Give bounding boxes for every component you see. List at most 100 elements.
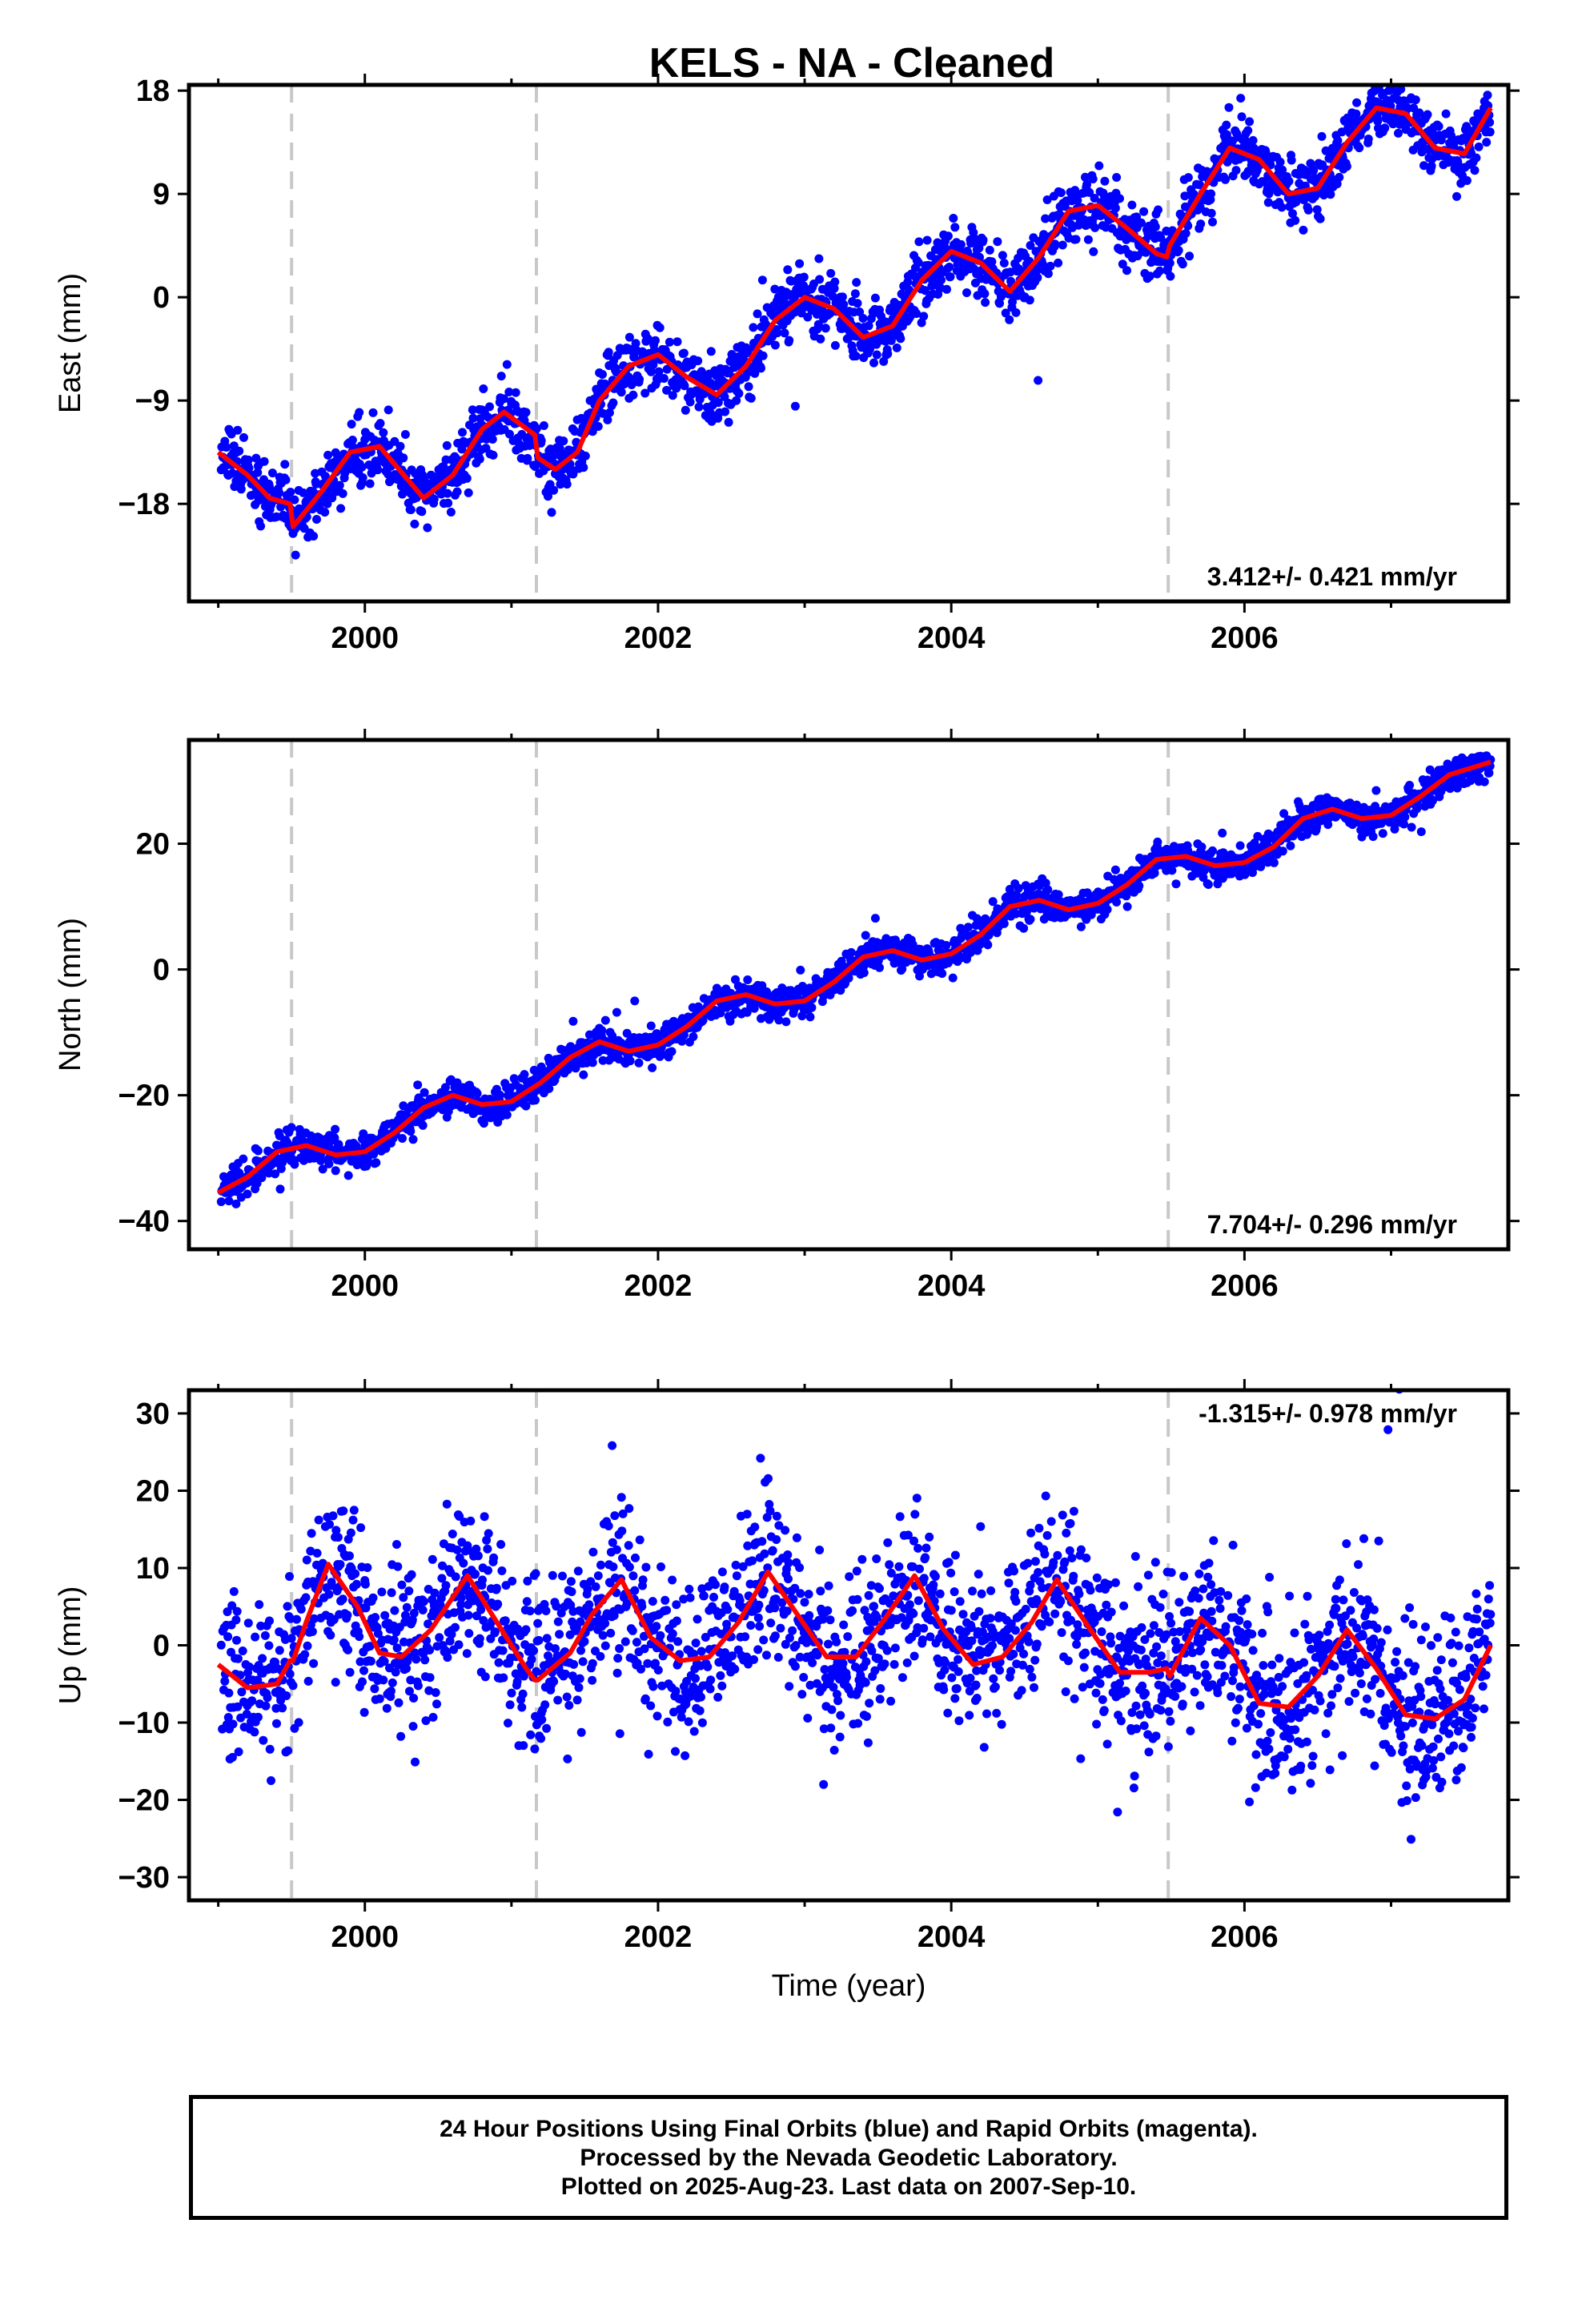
- data-point: [518, 1689, 528, 1699]
- data-point: [1299, 225, 1308, 235]
- data-point: [525, 1606, 535, 1616]
- data-point: [475, 1634, 484, 1643]
- data-point: [476, 1605, 486, 1614]
- data-point: [1112, 173, 1122, 182]
- data-point: [864, 321, 873, 331]
- data-point: [744, 382, 753, 392]
- data-point: [970, 234, 980, 243]
- data-point: [355, 408, 364, 417]
- data-point: [1185, 251, 1195, 261]
- data-point: [1025, 296, 1034, 305]
- data-point: [447, 1630, 456, 1639]
- data-point: [963, 923, 973, 932]
- data-point: [1373, 116, 1383, 126]
- data-point: [294, 1718, 303, 1727]
- data-point: [1054, 890, 1063, 899]
- data-point: [330, 1133, 339, 1143]
- data-point: [1102, 905, 1112, 915]
- data-point: [351, 1569, 360, 1578]
- data-point: [795, 259, 805, 268]
- data-point: [391, 1667, 400, 1677]
- data-point: [668, 391, 677, 400]
- data-point: [420, 1088, 429, 1097]
- data-point: [307, 1626, 317, 1636]
- data-point: [399, 453, 408, 463]
- data-point: [693, 356, 703, 366]
- data-point: [235, 1168, 244, 1178]
- data-point: [1071, 235, 1081, 244]
- data-point: [349, 1506, 359, 1515]
- data-point: [392, 1643, 402, 1653]
- data-point: [428, 1712, 438, 1722]
- data-point: [1081, 172, 1090, 182]
- data-point: [324, 1590, 334, 1599]
- data-point: [625, 1056, 635, 1066]
- data-point: [484, 1529, 493, 1538]
- data-point: [501, 1581, 511, 1590]
- data-point: [985, 245, 994, 255]
- data-point: [774, 1015, 784, 1025]
- data-point: [1019, 923, 1029, 933]
- data-point: [1042, 195, 1052, 204]
- data-point: [1155, 266, 1164, 275]
- data-point: [598, 408, 608, 418]
- data-point: [1288, 209, 1297, 219]
- data-point: [390, 1606, 400, 1615]
- data-point: [512, 1677, 522, 1687]
- data-point: [318, 1164, 327, 1174]
- data-point: [1315, 214, 1325, 223]
- data-point: [622, 1028, 632, 1038]
- data-point: [223, 1607, 232, 1617]
- data-point: [1115, 194, 1124, 203]
- data-point: [459, 1558, 468, 1568]
- data-point: [1183, 221, 1193, 231]
- data-point: [233, 1654, 243, 1663]
- data-point: [463, 1541, 472, 1550]
- data-point: [665, 337, 674, 347]
- data-point: [1480, 777, 1489, 786]
- model-line: [217, 759, 1492, 1195]
- data-point: [1291, 215, 1300, 225]
- data-point: [679, 348, 689, 358]
- y-tick-label: 20: [136, 828, 170, 862]
- data-point: [1100, 176, 1110, 186]
- data-point: [254, 1661, 263, 1671]
- data-point: [1355, 143, 1364, 153]
- data-point: [725, 1016, 735, 1026]
- data-point: [505, 1700, 515, 1710]
- data-point: [659, 374, 669, 383]
- data-point: [1284, 176, 1294, 186]
- data-point: [1441, 109, 1451, 119]
- data-point: [1231, 166, 1241, 175]
- data-point: [419, 1597, 428, 1606]
- data-point: [978, 235, 988, 245]
- y-tick-label: 0: [153, 281, 170, 315]
- data-point: [521, 1625, 531, 1634]
- data-point: [579, 463, 588, 472]
- data-point: [540, 1700, 550, 1710]
- chart-title: KELS - NA - Cleaned: [649, 40, 1055, 86]
- data-point: [851, 352, 861, 361]
- data-point: [1380, 123, 1390, 133]
- data-point: [1221, 175, 1230, 184]
- y-tick-label: −9: [135, 384, 170, 418]
- data-point: [1196, 219, 1206, 229]
- data-point: [1287, 155, 1296, 165]
- data-point: [1419, 161, 1428, 171]
- data-point: [757, 275, 767, 285]
- data-point: [466, 1516, 476, 1526]
- data-point: [1183, 173, 1193, 183]
- data-point: [1414, 802, 1423, 811]
- data-point: [603, 415, 612, 424]
- data-point: [1150, 868, 1159, 878]
- data-point: [536, 436, 546, 445]
- data-point: [919, 312, 929, 321]
- data-point: [1482, 138, 1492, 147]
- data-point: [491, 1627, 500, 1637]
- data-point: [803, 312, 813, 322]
- data-point: [259, 456, 269, 466]
- data-point: [402, 1602, 412, 1612]
- data-point: [339, 1506, 348, 1516]
- data-point: [580, 451, 590, 460]
- data-point: [363, 1563, 372, 1572]
